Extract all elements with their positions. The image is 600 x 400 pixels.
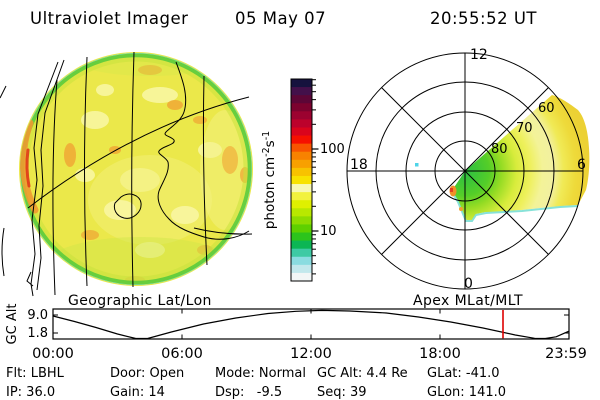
mlt-label-18: 18 <box>350 157 368 173</box>
mlt-label-0: 0 <box>464 276 473 292</box>
xtick-0000: 00:00 <box>32 346 74 362</box>
strip-chart-ticks <box>53 309 569 339</box>
xtick-1800: 18:00 <box>419 346 461 362</box>
strip-ylabel: GC Alt <box>5 304 20 345</box>
xtick-0600: 06:00 <box>161 346 203 362</box>
disk-caption: Geographic Lat/Lon <box>68 293 212 309</box>
colorbar-units-label: photon cm-2s-1 <box>261 131 278 229</box>
ytick-1.8: 1.8 <box>27 326 48 341</box>
mlt-label-12: 12 <box>470 47 488 63</box>
polar-view: 12 18 6 0 80 70 60 <box>346 47 590 292</box>
status-mode: Mode: Normal <box>215 366 306 381</box>
mlat-label-80: 80 <box>491 142 508 157</box>
xtick-2359: 23:59 <box>545 346 587 362</box>
colorbar-tick-100: 100 <box>320 142 345 157</box>
mlat-label-60: 60 <box>538 101 555 116</box>
orbit-altitude-curve <box>52 309 569 340</box>
date-label: 05 May 07 <box>235 9 326 28</box>
app-title: Ultraviolet Imager <box>30 9 188 28</box>
status-bar: Flt: LBHL Door: Open Mode: Normal GC Alt… <box>6 366 506 400</box>
ytick-9.0: 9.0 <box>27 308 48 323</box>
polar-grid <box>346 52 584 290</box>
polar-hotspot-2 <box>459 207 463 211</box>
altitude-strip-chart: GC Alt 9.0 1.8 00:00 06:00 12:00 18:00 2… <box>5 304 587 362</box>
status-dsp: Dsp: -9.5 <box>215 385 282 400</box>
auroral-swath <box>452 95 590 220</box>
colorbar: 100 10 photon cm-2s-1 <box>261 78 345 282</box>
island-coastline <box>113 193 142 219</box>
status-gain: Gain: 14 <box>110 385 165 400</box>
status-gcalt: GC Alt: 4.4 Re <box>317 366 408 381</box>
limb-hotspot <box>25 148 31 188</box>
status-ip: IP: 36.0 <box>6 385 55 400</box>
status-flt: Flt: LBHL <box>6 366 65 381</box>
status-glat: GLat: -41.0 <box>427 366 500 381</box>
geographic-grid-overlay <box>0 51 253 297</box>
status-glon: GLon: 141.0 <box>427 385 506 400</box>
limb-airglow-streak <box>20 119 39 214</box>
xtick-1200: 12:00 <box>290 346 332 362</box>
stray-pixel <box>415 163 419 167</box>
colorbar-ticks <box>312 79 319 275</box>
mlat-label-70: 70 <box>516 121 533 136</box>
status-seq: Seq: 39 <box>317 385 367 400</box>
polar-hotspot-core <box>450 188 453 192</box>
colorbar-frame <box>290 78 313 282</box>
coastline <box>157 61 250 240</box>
colorbar-tick-10: 10 <box>320 224 337 239</box>
time-label: 20:55:52 UT <box>430 9 537 28</box>
title-bar: Ultraviolet Imager 05 May 07 20:55:52 UT <box>30 9 537 28</box>
mlt-label-6: 6 <box>577 157 586 173</box>
strip-chart-frame <box>52 308 570 340</box>
status-door: Door: Open <box>110 366 184 381</box>
colorbar-bands <box>291 79 312 282</box>
polar-caption: Apex MLat/MLT <box>413 293 523 309</box>
